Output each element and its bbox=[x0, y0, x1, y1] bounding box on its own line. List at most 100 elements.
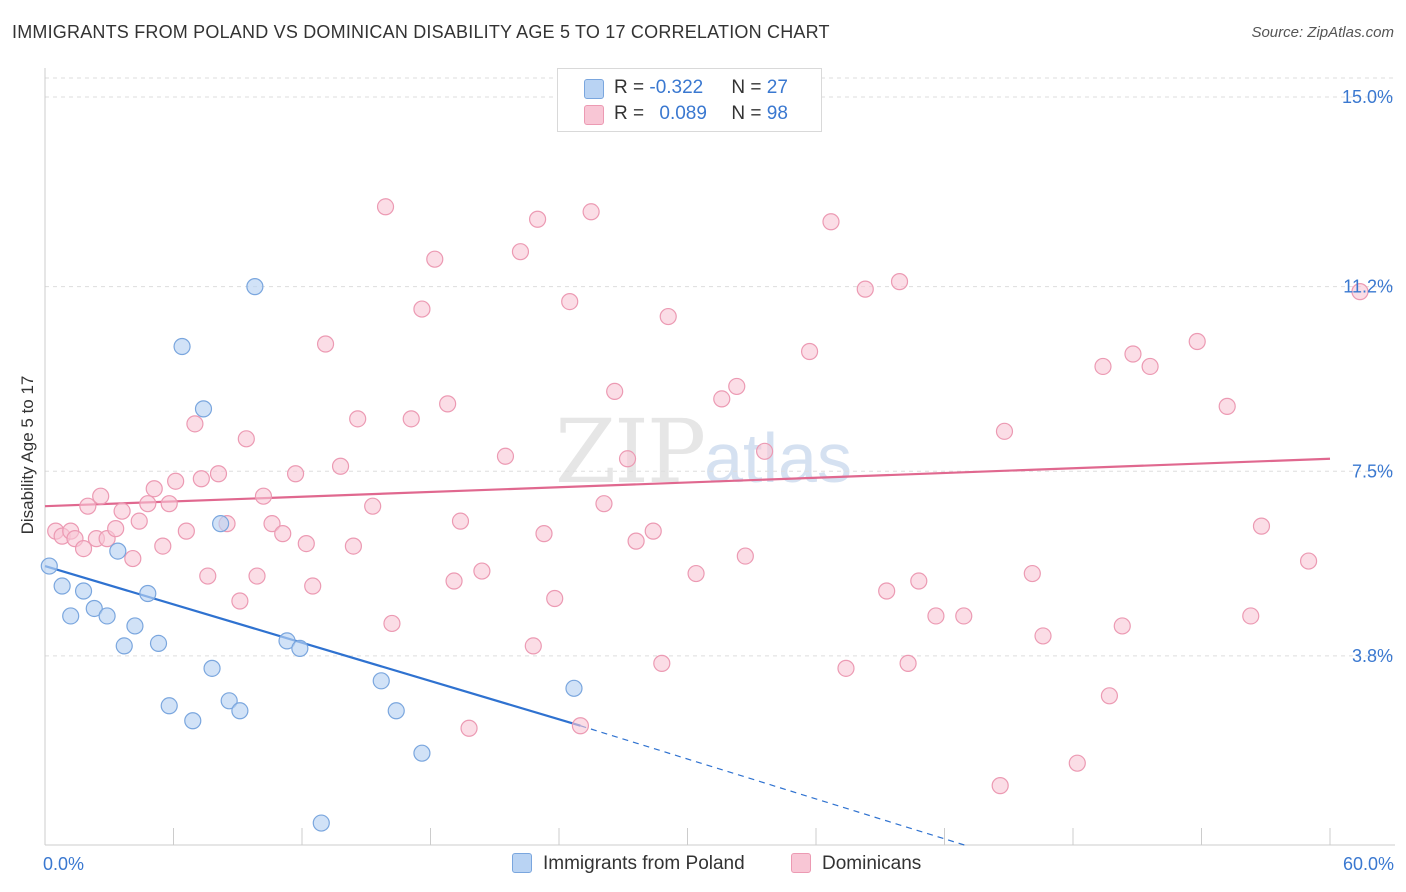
dominican-point bbox=[528, 210, 547, 228]
dominican-point bbox=[1351, 283, 1369, 301]
legend-swatch-poland bbox=[584, 79, 604, 99]
legend-r-label: R = bbox=[614, 103, 650, 124]
dominican-point bbox=[1218, 397, 1236, 415]
bottom-legend-swatch-dominicans bbox=[791, 853, 811, 873]
poland-point bbox=[62, 607, 80, 625]
poland-point bbox=[184, 712, 202, 730]
dominican-point bbox=[192, 470, 210, 488]
legend-r-value: -0.322 bbox=[649, 77, 704, 98]
dominican-point bbox=[496, 447, 515, 465]
y-tick-label: 11.2% bbox=[1343, 277, 1393, 297]
y-tick-label: 15.0% bbox=[1342, 87, 1393, 107]
dominican-point bbox=[1141, 357, 1159, 376]
legend-text-poland: R = -0.322 N = 27 bbox=[614, 77, 788, 99]
poland-point bbox=[387, 702, 405, 720]
dominican-point bbox=[955, 607, 973, 625]
dominican-point bbox=[582, 203, 600, 221]
dominican-point bbox=[627, 532, 645, 550]
watermark-atlas: atlas bbox=[704, 419, 852, 497]
dominican-point bbox=[1113, 617, 1131, 635]
dominican-point bbox=[439, 395, 457, 413]
dominican-point bbox=[713, 390, 731, 408]
dominican-point bbox=[659, 307, 677, 326]
x-tick-label: 0.0% bbox=[43, 854, 84, 874]
poland-point bbox=[98, 607, 116, 625]
dominican-point bbox=[297, 535, 315, 553]
dominican-point bbox=[890, 273, 909, 291]
dominican-point bbox=[349, 410, 367, 428]
poland-point bbox=[212, 515, 230, 533]
axes bbox=[44, 68, 1395, 846]
dominican-point bbox=[376, 198, 395, 216]
dominican-point bbox=[460, 719, 478, 737]
dominican-point bbox=[878, 582, 896, 600]
poland-trend-line bbox=[44, 565, 581, 727]
dominican-point bbox=[1023, 564, 1041, 583]
dominican-point bbox=[209, 465, 228, 483]
dominican-point bbox=[92, 487, 110, 505]
dominican-point bbox=[130, 512, 148, 530]
poland-point bbox=[194, 400, 213, 418]
bottom-legend-swatch-poland bbox=[512, 853, 532, 873]
dominican-point bbox=[199, 567, 217, 585]
dominican-point bbox=[154, 537, 172, 555]
dominican-point bbox=[856, 280, 874, 298]
dominican-point bbox=[316, 335, 335, 353]
dominican-point bbox=[263, 515, 281, 533]
poland-point bbox=[372, 672, 390, 690]
dominican-point bbox=[561, 292, 579, 311]
dominican-point bbox=[606, 382, 624, 401]
dominican-point bbox=[231, 592, 249, 610]
dominican-point bbox=[167, 472, 185, 490]
dominican-point bbox=[254, 487, 273, 505]
dominican-point bbox=[927, 607, 945, 625]
dominican-point bbox=[286, 465, 305, 483]
dominican-point bbox=[451, 512, 470, 530]
poland-point bbox=[53, 577, 71, 595]
dominican-point bbox=[595, 495, 613, 513]
dominican-point bbox=[74, 539, 93, 558]
dominican-point bbox=[687, 564, 705, 583]
poland-point bbox=[565, 679, 583, 697]
poland-point bbox=[160, 697, 178, 715]
y-axis-label: Disability Age 5 to 17 bbox=[18, 376, 37, 535]
dominican-point bbox=[653, 654, 671, 672]
dominican-point bbox=[445, 572, 463, 590]
dominican-point bbox=[728, 377, 746, 396]
poland-point bbox=[246, 278, 264, 296]
legend-n-label: N = bbox=[731, 103, 767, 124]
poland-point bbox=[115, 637, 133, 655]
legend-r-value: 0.089 bbox=[659, 103, 707, 124]
dominican-point bbox=[1299, 552, 1318, 570]
dominican-point bbox=[546, 589, 564, 608]
dominican-point bbox=[1100, 687, 1119, 705]
dominican-point bbox=[160, 495, 178, 513]
dominican-point bbox=[274, 525, 292, 543]
dominican-point bbox=[304, 577, 322, 595]
legend-n-value: 98 bbox=[766, 103, 788, 124]
dominican-point bbox=[1034, 627, 1052, 645]
poland-point bbox=[139, 584, 157, 603]
dominican-point bbox=[1242, 607, 1260, 625]
bottom-legend-label-poland: Immigrants from Poland bbox=[543, 853, 745, 874]
correlation-legend: R = -0.322 N = 27 R = 0.089 N = 98 bbox=[557, 68, 822, 132]
dominican-point bbox=[124, 549, 142, 568]
grid-lines bbox=[45, 77, 1395, 657]
chart-title: IMMIGRANTS FROM POLAND VS DOMINICAN DISA… bbox=[12, 22, 830, 42]
dominican-point bbox=[995, 422, 1014, 440]
poland-point bbox=[74, 582, 93, 600]
dominican-point bbox=[822, 213, 840, 231]
dominican-point bbox=[383, 614, 401, 633]
dominican-point bbox=[364, 497, 382, 515]
legend-swatch-dominicans bbox=[584, 105, 604, 125]
poland-trend-extension bbox=[580, 725, 967, 847]
dominican-point bbox=[1124, 345, 1142, 363]
poland-point bbox=[126, 617, 144, 635]
bottom-legend-label-dominicans: Dominicans bbox=[822, 853, 922, 874]
dominican-point bbox=[145, 480, 163, 498]
dominican-point bbox=[426, 250, 444, 268]
dominican-point bbox=[511, 243, 530, 261]
poland-point bbox=[231, 702, 249, 720]
poland-point bbox=[109, 542, 127, 560]
poland-point bbox=[312, 814, 330, 832]
